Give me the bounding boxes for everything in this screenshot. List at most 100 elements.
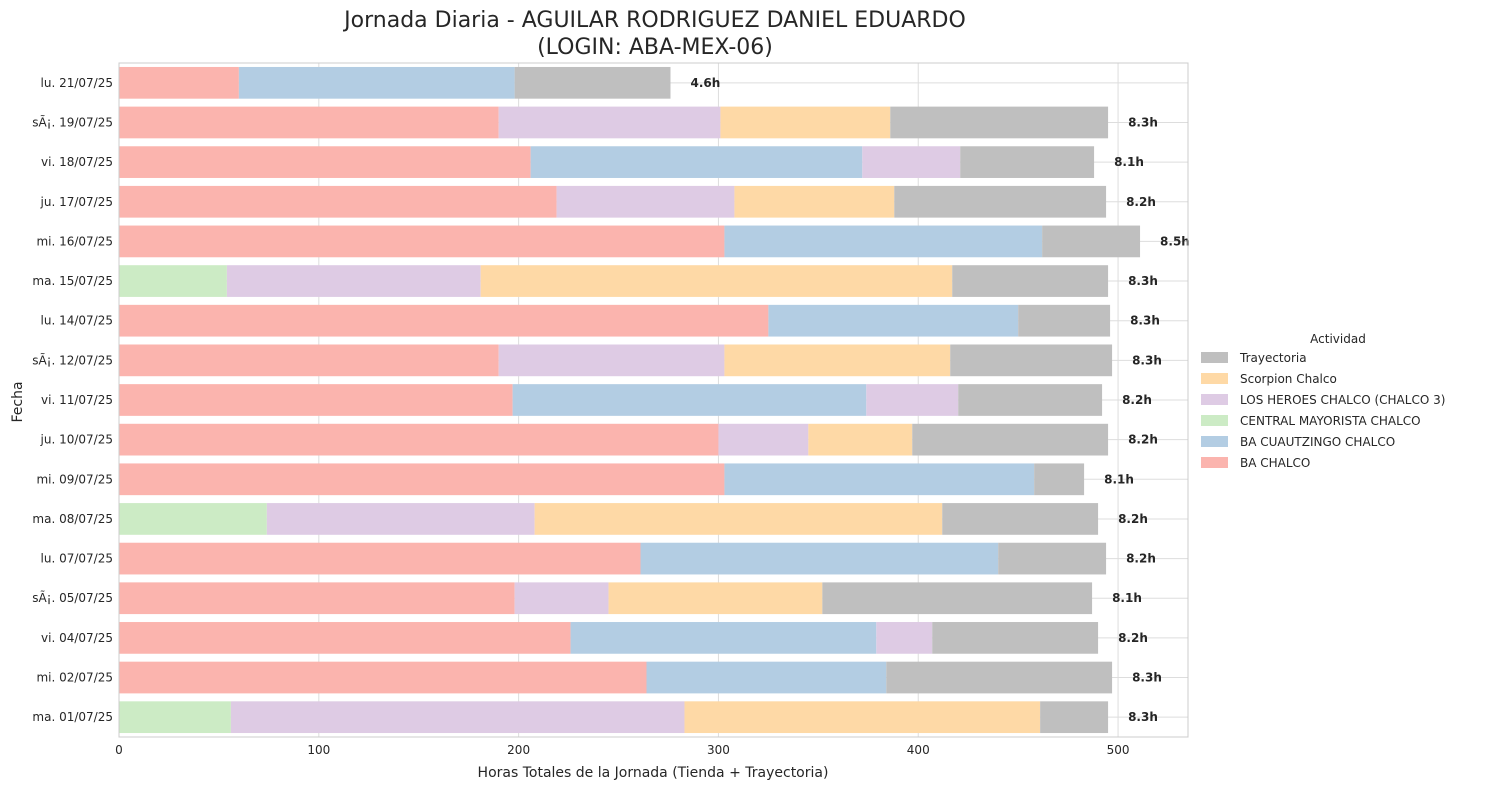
x-tick-label: 0 — [115, 743, 123, 757]
bar-segment-scorpion-chalco — [608, 582, 823, 615]
legend-item-label: LOS HEROES CHALCO (CHALCO 3) — [1240, 393, 1445, 407]
bar-segment-trayectoria — [514, 66, 671, 99]
bar-segment-trayectoria — [960, 146, 1095, 178]
legend-item-label: BA CUAUTZINGO CHALCO — [1240, 435, 1395, 449]
bar-segment-scorpion-chalco — [734, 185, 895, 218]
chart-title: Jornada Diaria - AGUILAR RODRIGUEZ DANIE… — [342, 8, 966, 33]
bar-segment-los-heroes-chalco-chalco-3 — [862, 146, 961, 178]
bar-segment-trayectoria — [1040, 701, 1109, 734]
y-tick-label: ju. 17/07/25 — [40, 195, 113, 209]
x-tick-label: 200 — [507, 743, 530, 757]
legend-item-label: BA CHALCO — [1240, 456, 1310, 470]
y-tick-label: ma. 15/07/25 — [32, 274, 113, 288]
total-labels: 4.6h 8.3h 8.1h 8.2h 8.5h 8.3h 8.3h 8.3h 8.2h 8.2h… — [690, 76, 1189, 724]
y-tick-label: mi. 02/07/25 — [36, 671, 113, 685]
bar-segment-ba-chalco — [119, 423, 719, 456]
bar-segment-ba-chalco — [119, 661, 647, 694]
bar-segment-trayectoria — [998, 542, 1107, 575]
plot-frame — [118, 62, 1189, 738]
bar-total-label: 8.3h — [1128, 710, 1158, 724]
bar-segment-trayectoria — [1018, 304, 1111, 337]
legend-swatch — [1201, 436, 1228, 447]
bar-segment-los-heroes-chalco-chalco-3 — [876, 622, 933, 654]
bar-segment-ba-chalco — [119, 542, 641, 575]
bar-segment-ba-cuautzingo-chalco — [724, 463, 1035, 496]
legend-item-label: CENTRAL MAYORISTA CHALCO — [1240, 414, 1421, 428]
bar-segment-los-heroes-chalco-chalco-3 — [514, 582, 609, 615]
bar-segment-ba-chalco — [119, 146, 531, 178]
bar-segment-los-heroes-chalco-chalco-3 — [498, 344, 725, 377]
bar-segment-scorpion-chalco — [684, 701, 1041, 734]
legend-swatch — [1201, 352, 1228, 363]
bar-segment-ba-chalco — [119, 185, 557, 218]
bar-segment-trayectoria — [952, 265, 1109, 297]
y-tick-label: mi. 16/07/25 — [36, 234, 113, 248]
bar-segment-trayectoria — [932, 622, 1099, 654]
bar-total-label: 8.2h — [1126, 552, 1156, 566]
y-tick-label: lu. 21/07/25 — [41, 76, 113, 90]
legend-item-label: Scorpion Chalco — [1240, 372, 1337, 386]
legend-swatch — [1201, 457, 1228, 468]
bar-segment-los-heroes-chalco-chalco-3 — [556, 185, 735, 218]
bar-segment-scorpion-chalco — [480, 265, 953, 297]
bar-segment-ba-chalco — [119, 463, 725, 496]
y-tick-label: sÃ¡. 19/07/25 — [32, 114, 113, 129]
x-tick-labels: 0 100 200 300 400 500 — [115, 743, 1129, 757]
legend-item-label: Trayectoria — [1239, 351, 1307, 365]
bar-total-label: 8.1h — [1114, 155, 1144, 169]
bars — [119, 66, 1141, 734]
y-tick-label: lu. 14/07/25 — [41, 314, 113, 328]
bar-segment-ba-chalco — [119, 582, 515, 615]
bar-segment-ba-cuautzingo-chalco — [768, 304, 1019, 337]
bar-segment-central-mayorista-chalco — [119, 265, 227, 297]
bar-total-label: 8.2h — [1122, 393, 1152, 407]
legend-swatch — [1201, 394, 1228, 405]
legend: Actividad Trayectoria Scorpion Chalco LOS … — [1201, 332, 1445, 470]
bar-segment-central-mayorista-chalco — [119, 503, 267, 535]
bar-segment-trayectoria — [912, 423, 1109, 456]
bar-segment-los-heroes-chalco-chalco-3 — [226, 265, 481, 297]
y-tick-label: mi. 09/07/25 — [36, 472, 113, 486]
bar-total-label: 4.6h — [690, 76, 720, 90]
bar-total-label: 8.2h — [1118, 631, 1148, 645]
y-tick-label: vi. 11/07/25 — [41, 393, 113, 407]
bar-total-label: 8.3h — [1132, 671, 1162, 685]
bar-total-label: 8.2h — [1118, 512, 1148, 526]
x-axis-label: Horas Totales de la Jornada (Tienda + Tr… — [478, 765, 829, 781]
bar-total-label: 8.3h — [1132, 353, 1162, 367]
bar-segment-scorpion-chalco — [534, 503, 943, 535]
bar-segment-ba-cuautzingo-chalco — [640, 542, 999, 575]
bar-segment-ba-chalco — [119, 384, 513, 416]
y-tick-label: ju. 10/07/25 — [40, 433, 113, 447]
bar-segment-los-heroes-chalco-chalco-3 — [718, 423, 809, 456]
bar-total-label: 8.5h — [1160, 234, 1190, 248]
bar-segment-trayectoria — [1034, 463, 1085, 496]
bar-segment-ba-cuautzingo-chalco — [646, 661, 887, 694]
y-tick-label: sÃ¡. 05/07/25 — [32, 590, 113, 605]
chart-subtitle: (LOGIN: ABA-MEX-06) — [537, 35, 773, 60]
bar-segment-scorpion-chalco — [808, 423, 913, 456]
y-tick-label: vi. 04/07/25 — [41, 631, 113, 645]
bar-segment-los-heroes-chalco-chalco-3 — [866, 384, 959, 416]
y-tick-labels: lu. 21/07/25 sÃ¡. 19/07/25 vi. 18/07/25 ju.… — [32, 76, 113, 724]
bar-segment-los-heroes-chalco-chalco-3 — [230, 701, 685, 734]
legend-title: Actividad — [1310, 332, 1366, 346]
bar-segment-los-heroes-chalco-chalco-3 — [266, 503, 535, 535]
bar-segment-trayectoria — [1042, 225, 1141, 258]
bar-segment-ba-cuautzingo-chalco — [238, 66, 515, 99]
bar-total-label: 8.1h — [1112, 591, 1142, 605]
bar-segment-trayectoria — [950, 344, 1113, 377]
bar-segment-trayectoria — [890, 106, 1109, 139]
y-tick-label: ma. 01/07/25 — [32, 710, 113, 724]
bar-total-label: 8.2h — [1126, 195, 1156, 209]
y-tick-label: ma. 08/07/25 — [32, 512, 113, 526]
bar-segment-ba-chalco — [119, 304, 769, 337]
bar-segment-trayectoria — [958, 384, 1103, 416]
bar-segment-scorpion-chalco — [720, 106, 891, 139]
bar-segment-ba-cuautzingo-chalco — [512, 384, 867, 416]
bar-segment-ba-cuautzingo-chalco — [724, 225, 1043, 258]
bar-segment-ba-chalco — [119, 622, 571, 654]
bar-segment-scorpion-chalco — [724, 344, 951, 377]
bar-segment-ba-chalco — [119, 344, 499, 377]
bar-segment-ba-chalco — [119, 225, 725, 258]
